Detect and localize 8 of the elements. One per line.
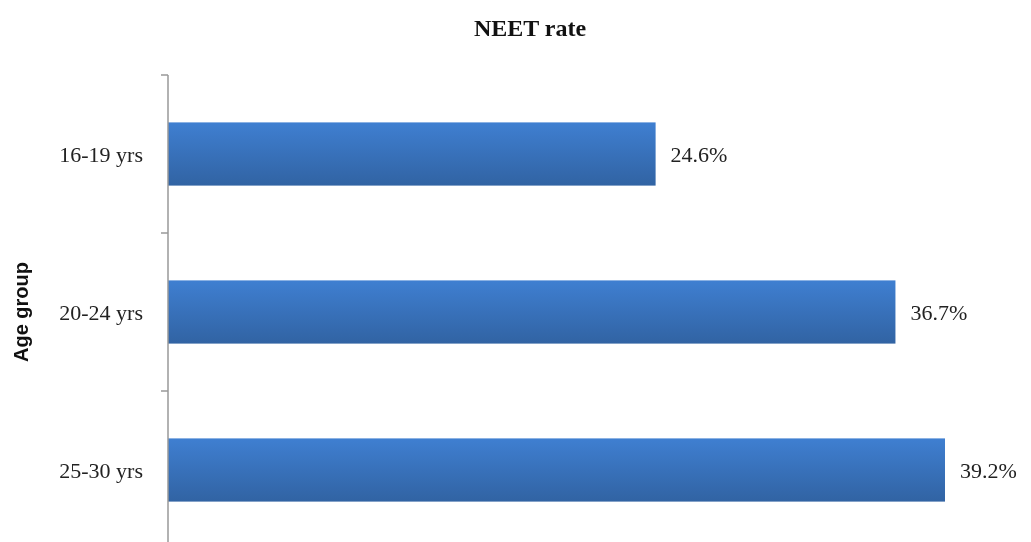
data-label: 24.6%	[670, 141, 728, 167]
y-tick-label: 16-19 yrs	[59, 141, 143, 167]
data-label: 36.7%	[910, 299, 968, 325]
y-tick-label: 25-30 yrs	[59, 457, 143, 483]
y-tick-label: 20-24 yrs	[59, 299, 143, 325]
chart-title: NEET rate	[473, 15, 587, 41]
y-axis-title: Age group	[10, 262, 32, 362]
data-label: 39.2%	[960, 457, 1017, 483]
